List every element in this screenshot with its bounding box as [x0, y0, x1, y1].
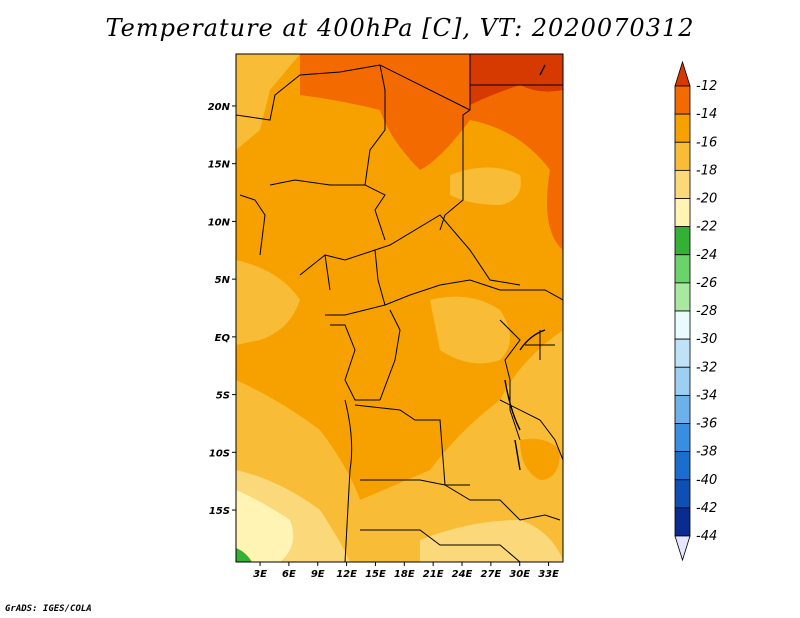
- lon-tick-label: 33E: [538, 569, 559, 580]
- colorbar-label: -16: [696, 135, 717, 150]
- colorbar-swatch: [674, 366, 691, 396]
- colorbar-swatch: [674, 282, 691, 312]
- colorbar-swatch: [674, 479, 691, 509]
- water-features: [504, 64, 546, 471]
- lon-tick-label: 15E: [365, 569, 386, 580]
- colorbar-label: -40: [696, 473, 717, 488]
- grads-credit: GrADS: IGES/COLA: [5, 604, 92, 614]
- colorbar-label: -26: [696, 276, 717, 291]
- colorbar-swatch: [674, 85, 691, 115]
- colorbar-swatch: [674, 507, 691, 537]
- lat-tick-label: 5S: [216, 391, 230, 402]
- lon-tick-label: 18E: [394, 569, 415, 580]
- lon-tick-label: 6E: [282, 569, 296, 580]
- latitude-axis: 20N 15N 10N 5N EQ 5S 10S 15S: [208, 102, 236, 517]
- lon-tick-label: 30E: [509, 569, 530, 580]
- lon-tick-label: 3E: [253, 569, 267, 580]
- lon-tick-label: 27E: [480, 569, 501, 580]
- colorbar-label: -14: [696, 107, 717, 122]
- colorbar-label: -42: [696, 501, 717, 516]
- colorbar-label: -22: [696, 220, 717, 235]
- country-borders: [236, 54, 563, 562]
- lon-tick-label: 24E: [452, 569, 473, 580]
- colorbar-label: -30: [696, 332, 717, 347]
- lat-tick-label: 5N: [215, 275, 231, 286]
- colorbar-swatch: [674, 254, 691, 284]
- colorbar-swatch: [674, 338, 691, 368]
- colorbar-label: -24: [696, 248, 717, 263]
- colorbar-label: -38: [696, 445, 717, 460]
- colorbar-swatch: [674, 169, 691, 199]
- lon-tick-label: 21E: [423, 569, 444, 580]
- colorbar-swatch: [674, 451, 691, 481]
- colorbar: -12 -14 -16 -18 -20 -22 -24 -26 -28 -30 -32 -34 -36 -…: [674, 60, 717, 562]
- colorbar-swatch: [674, 141, 691, 171]
- colorbar-label: -44: [696, 529, 717, 544]
- colorbar-swatch: [674, 310, 691, 340]
- colorbar-swatch: [674, 226, 691, 256]
- lat-tick-label: 15S: [209, 506, 230, 517]
- colorbar-label: -36: [696, 417, 717, 432]
- colorbar-label: -28: [696, 304, 717, 319]
- lat-tick-label: 10N: [208, 217, 231, 228]
- lon-tick-label: 12E: [336, 569, 357, 580]
- colorbar-swatch: [674, 423, 691, 453]
- colorbar-label: -20: [696, 192, 717, 207]
- colorbar-swatch: [674, 113, 691, 143]
- colorbar-label: -32: [696, 360, 717, 375]
- colorbar-label: -12: [696, 79, 717, 94]
- colorbar-bottom-arrow: [674, 535, 691, 562]
- longitude-axis: 3E 6E 9E 12E 15E 18E 21E 24E 27E 30E 33E: [253, 562, 559, 580]
- lon-tick-label: 9E: [311, 569, 325, 580]
- lat-tick-label: 10S: [209, 448, 230, 459]
- colorbar-swatch: [674, 394, 691, 424]
- temperature-field: [236, 54, 563, 562]
- colorbar-swatch: [674, 198, 691, 228]
- lat-tick-label: EQ: [215, 333, 231, 344]
- lat-tick-label: 15N: [208, 160, 231, 171]
- map-title: Temperature at 400hPa [C], VT: 202007031…: [105, 14, 695, 42]
- map-frame: [235, 53, 564, 563]
- colorbar-label: -34: [696, 388, 717, 403]
- lat-tick-label: 20N: [208, 102, 231, 113]
- colorbar-label: -18: [696, 163, 717, 178]
- colorbar-top-arrow: [674, 60, 691, 87]
